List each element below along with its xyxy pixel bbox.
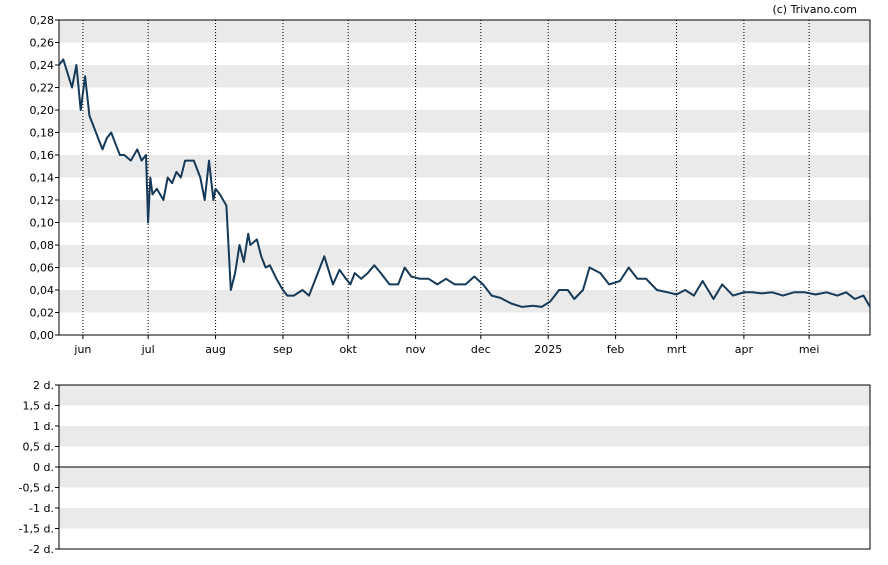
- price-y-tick-label: 0,16: [30, 149, 55, 162]
- price-x-tick-label: 2025: [534, 343, 562, 356]
- secondary-y-tick-label: -1,5 d.: [19, 523, 54, 536]
- price-y-tick-label: 0,04: [30, 284, 55, 297]
- price-series-line: [58, 58, 871, 308]
- price-chart-bands: [59, 20, 870, 313]
- price-y-tick-label: 0,14: [30, 172, 55, 185]
- price-chart-y-ticks: 0,00 0,02 0,04 0,06 0,08 0,10 0,12 0,14 0,16 0,18…: [30, 14, 59, 342]
- price-x-tick-label: mrt: [667, 343, 687, 356]
- secondary-y-tick-label: 2 d.: [33, 379, 54, 392]
- secondary-chart-bands: [59, 385, 870, 529]
- price-x-tick-label: mei: [799, 343, 820, 356]
- secondary-chart-y-ticks: 2 d. 1,5 d. 1 d. 0,5 d. 0 d. -0,5 d. -1 d. -1,5…: [19, 379, 59, 556]
- price-band: [59, 200, 870, 223]
- secondary-y-tick-label: 0,5 d.: [23, 441, 54, 454]
- price-band: [59, 20, 870, 43]
- price-y-tick-label: 0,12: [30, 194, 55, 207]
- price-y-tick-label: 0,02: [30, 307, 55, 320]
- credit-label: (c) Trivano.com: [772, 3, 857, 16]
- price-band: [59, 290, 870, 313]
- price-y-tick-label: 0,00: [30, 329, 55, 342]
- secondary-band: [59, 385, 870, 406]
- price-band: [59, 155, 870, 178]
- secondary-y-tick-label: -1 d.: [29, 502, 54, 515]
- price-chart-x-ticks: jun jul aug sep okt nov dec 2025 feb mrt apr mei: [73, 335, 819, 356]
- secondary-band: [59, 508, 870, 529]
- price-x-tick-label: aug: [205, 343, 226, 356]
- price-band: [59, 65, 870, 88]
- secondary-y-tick-label: -2 d.: [29, 543, 54, 556]
- price-x-tick-label: jul: [141, 343, 155, 356]
- price-y-tick-label: 0,18: [30, 127, 55, 140]
- price-y-tick-label: 0,20: [30, 104, 55, 117]
- price-x-tick-label: jun: [73, 343, 91, 356]
- price-x-tick-label: okt: [339, 343, 357, 356]
- price-band: [59, 245, 870, 268]
- price-chart: 0,00 0,02 0,04 0,06 0,08 0,10 0,12 0,14 0,16 0,18…: [30, 14, 871, 356]
- price-y-tick-label: 0,06: [30, 262, 55, 275]
- price-x-tick-label: nov: [405, 343, 426, 356]
- price-y-tick-label: 0,08: [30, 239, 55, 252]
- secondary-y-tick-label: 0 d.: [33, 461, 54, 474]
- price-x-tick-label: apr: [735, 343, 754, 356]
- price-x-tick-label: sep: [273, 343, 292, 356]
- secondary-y-tick-label: 1 d.: [33, 420, 54, 433]
- secondary-chart: 2 d. 1,5 d. 1 d. 0,5 d. 0 d. -0,5 d. -1 d. -1,5…: [19, 379, 871, 556]
- price-x-tick-label: dec: [471, 343, 491, 356]
- secondary-y-tick-label: 1,5 d.: [23, 400, 54, 413]
- price-y-tick-label: 0,28: [30, 14, 55, 27]
- secondary-y-tick-label: -0,5 d.: [19, 482, 54, 495]
- price-y-tick-label: 0,24: [30, 59, 55, 72]
- secondary-band: [59, 467, 870, 488]
- price-y-tick-label: 0,22: [30, 82, 55, 95]
- price-y-tick-label: 0,26: [30, 37, 55, 50]
- price-band: [59, 110, 870, 133]
- secondary-band: [59, 426, 870, 447]
- price-x-tick-label: feb: [607, 343, 625, 356]
- price-y-tick-label: 0,10: [30, 217, 55, 230]
